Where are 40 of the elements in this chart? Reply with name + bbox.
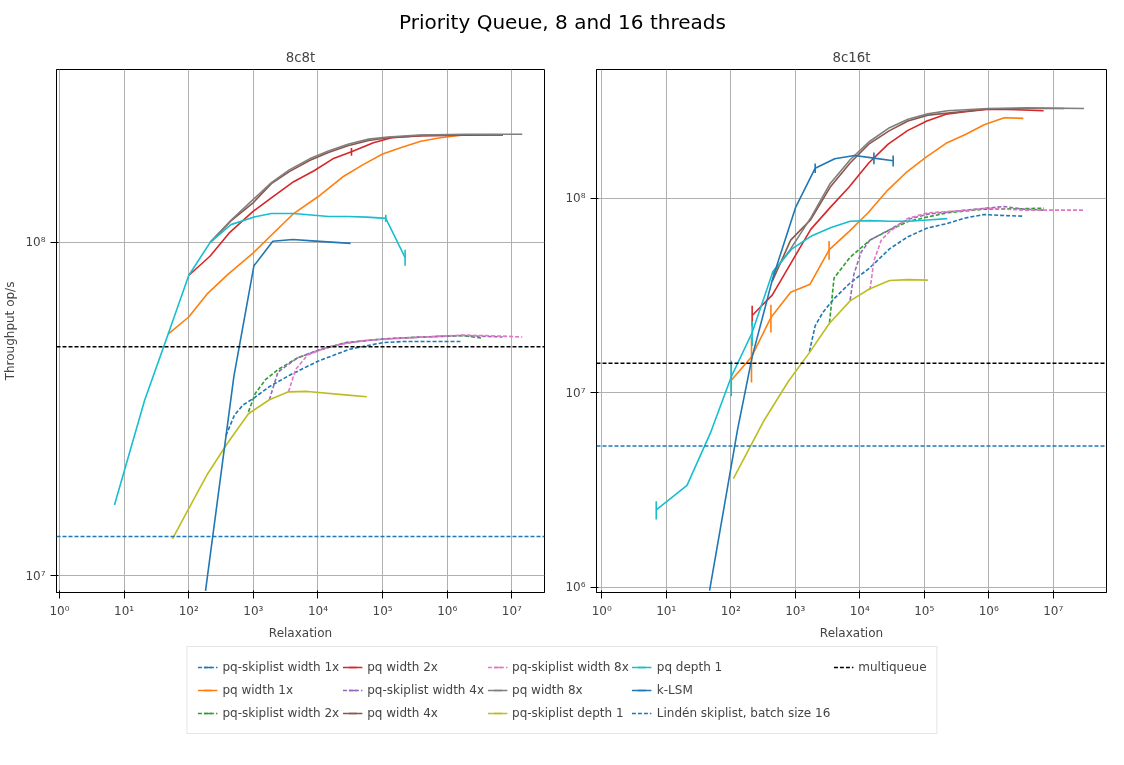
legend-label: pq-skiplist depth 1 xyxy=(512,705,624,720)
legend-label: pq-skiplist width 4x xyxy=(367,682,485,697)
chart-title: 8c16t xyxy=(832,49,871,65)
text: Priority Queue, 8 and 16 threads xyxy=(399,9,726,34)
y-axis-title: Throughput op/s xyxy=(3,281,18,382)
legend-label: pq-skiplist width 2x xyxy=(222,705,340,720)
x-tick-label: 10³ xyxy=(785,603,806,618)
legend-label: pq width 4x xyxy=(367,705,438,720)
x-tick-label: 10⁰ xyxy=(591,603,612,618)
x-axis-title: Relaxation xyxy=(819,625,884,640)
x-tick-label: 10¹ xyxy=(656,603,677,618)
x-axis-title: Relaxation xyxy=(268,625,333,640)
line-series xyxy=(730,116,1025,382)
x-tick-label: 10⁴ xyxy=(307,603,329,618)
x-tick-label: 10⁵ xyxy=(372,603,393,618)
y-tick-label: 10⁸ xyxy=(565,191,586,206)
x-tick-label: 10⁵ xyxy=(914,603,935,618)
legend-label: pq-skiplist width 8x xyxy=(512,659,629,674)
x-tick-label: 10⁶ xyxy=(437,603,458,618)
x-tick-label: 10⁷ xyxy=(1043,603,1064,618)
x-tick-label: 10² xyxy=(720,603,741,618)
legend-label: pq width 8x xyxy=(512,682,583,697)
legend-label: k-LSM xyxy=(656,682,693,697)
legend-label: pq depth 1 xyxy=(656,659,723,674)
legend-label: Lindén skiplist, batch size 16 xyxy=(656,705,831,720)
y-tick-label: 10⁶ xyxy=(565,580,586,595)
chart-title: 8c8t xyxy=(285,49,316,65)
x-tick-label: 10¹ xyxy=(114,603,135,618)
y-tick-label: 10⁸ xyxy=(25,235,46,250)
x-tick-label: 10⁷ xyxy=(501,603,523,618)
legend-label: pq-skiplist width 1x xyxy=(222,659,340,674)
x-tick-label: 10⁶ xyxy=(978,603,999,618)
x-tick-label: 10⁴ xyxy=(849,603,870,618)
y-tick-label: 10⁷ xyxy=(565,385,586,400)
legend-label: pq width 2x xyxy=(367,659,438,674)
x-tick-label: 10³ xyxy=(243,603,264,618)
x-tick-label: 10² xyxy=(178,603,199,618)
x-tick-label: 10⁰ xyxy=(49,603,70,618)
legend-label: multiqueue xyxy=(858,659,927,674)
legend-label: pq width 1x xyxy=(222,682,294,697)
